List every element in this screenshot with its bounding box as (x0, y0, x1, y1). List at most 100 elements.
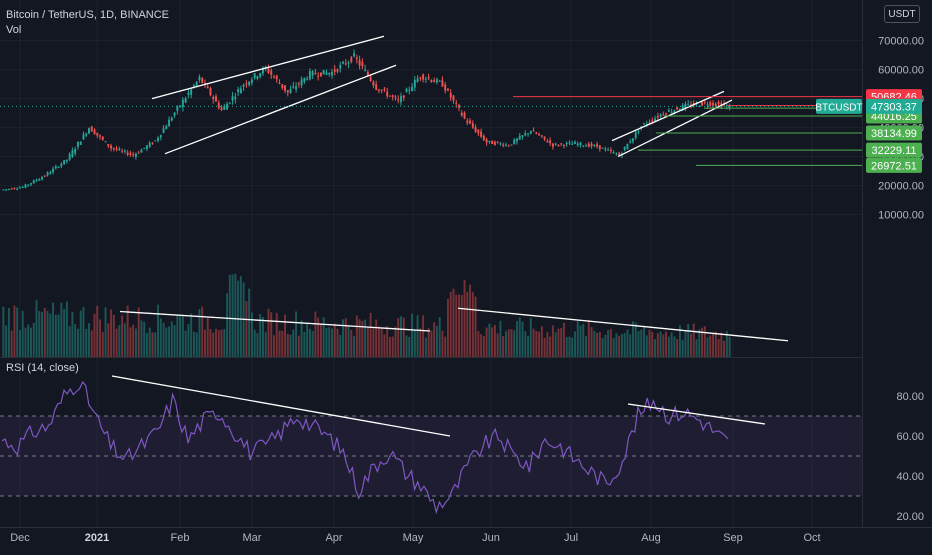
volume-bar (303, 331, 306, 357)
candle-body (52, 168, 55, 173)
candle-body (328, 72, 331, 75)
volume-bar (643, 326, 645, 357)
rsi-tick-label: 60.00 (896, 431, 924, 443)
volume-bar (226, 293, 229, 357)
volume-bar (607, 330, 610, 357)
time-tick-label: Mar (243, 532, 262, 544)
candle-body (634, 132, 637, 138)
candle-body (157, 137, 159, 141)
volume-bar (5, 325, 8, 357)
volume-bar (38, 310, 41, 357)
candle-body (364, 69, 367, 71)
volume-bar (27, 324, 30, 357)
symbol-title: Bitcoin / TetherUS, 1D, BINANCE (6, 9, 170, 21)
volume-bar (689, 333, 692, 357)
candle-body (350, 57, 353, 62)
candle-body (76, 142, 79, 147)
candle-body (574, 142, 576, 144)
volume-bar (165, 327, 168, 357)
volume-bar (162, 322, 165, 357)
level-label: 32229.11 (871, 145, 916, 157)
volume-bar (427, 327, 430, 357)
volume-bar (598, 332, 601, 357)
volume-bar (654, 339, 657, 357)
volume-bar (261, 317, 264, 357)
volume-bar (209, 329, 212, 357)
candle-body (670, 111, 673, 113)
candle-body (184, 98, 187, 103)
candle-body (701, 102, 703, 106)
candle-body (16, 188, 19, 190)
volume-bar (157, 304, 159, 357)
volume-bar (79, 310, 82, 357)
volume-bar (104, 307, 107, 357)
candle-body (452, 95, 455, 101)
candle-body (510, 144, 513, 146)
volume-bar (319, 324, 322, 357)
volume-bar (76, 328, 79, 357)
candle-body (565, 142, 568, 145)
candle-body (248, 81, 251, 86)
volume-bar (626, 329, 629, 357)
candle-body (333, 69, 336, 72)
candle-body (413, 79, 416, 88)
time-tick-label: Jul (564, 532, 578, 544)
currency-badge[interactable]: USDT (884, 5, 920, 23)
volume-bar (377, 326, 380, 357)
volume-bar (469, 284, 472, 357)
volume-bar (300, 320, 303, 357)
candle-body (107, 144, 110, 147)
candle-body (400, 96, 402, 103)
candle-body (377, 89, 380, 91)
volume-bar (391, 336, 394, 357)
candle-body (516, 138, 518, 142)
candle-body (637, 131, 640, 133)
candle-body (115, 148, 118, 150)
candle-body (648, 122, 651, 124)
candle-body (63, 160, 66, 165)
candle-body (612, 152, 615, 154)
volume-bar (372, 327, 375, 357)
candle-body (471, 123, 474, 128)
volume-bar (342, 319, 344, 357)
volume-bar (32, 322, 35, 357)
candle-body (375, 84, 378, 90)
candle-body (524, 133, 527, 136)
candle-body (656, 116, 659, 118)
volume-bar (709, 335, 712, 357)
volume-bar (615, 333, 618, 357)
volume-bar (460, 295, 463, 357)
candle-body (110, 145, 113, 149)
candle-body (319, 72, 322, 77)
volume-bar (659, 331, 662, 357)
volume-bar (493, 324, 496, 357)
candle-body (303, 77, 306, 82)
volume-bar (52, 302, 55, 357)
candle-body (43, 175, 46, 177)
candle-body (546, 140, 549, 143)
volume-bar (137, 307, 140, 357)
volume-bar (698, 329, 701, 357)
volume-bar (256, 333, 259, 357)
rsi-tick-label: 80.00 (896, 391, 924, 403)
volume-bar (65, 301, 68, 357)
candle-body (466, 120, 469, 123)
volume-bar (571, 337, 574, 357)
candle-body (228, 102, 231, 104)
volume-bar (63, 308, 66, 357)
candle-body (518, 135, 521, 140)
candle-body (535, 132, 538, 134)
candle-body (261, 68, 264, 74)
volume-bar (458, 294, 460, 357)
volume-bar (433, 322, 436, 357)
volume-bar (99, 319, 101, 357)
volume-bar (670, 332, 673, 357)
candle-body (93, 129, 96, 135)
volume-bar (143, 321, 146, 357)
candle-body (394, 96, 397, 98)
candle-body (527, 133, 530, 135)
candle-body (424, 78, 427, 80)
candle-body (132, 154, 135, 156)
